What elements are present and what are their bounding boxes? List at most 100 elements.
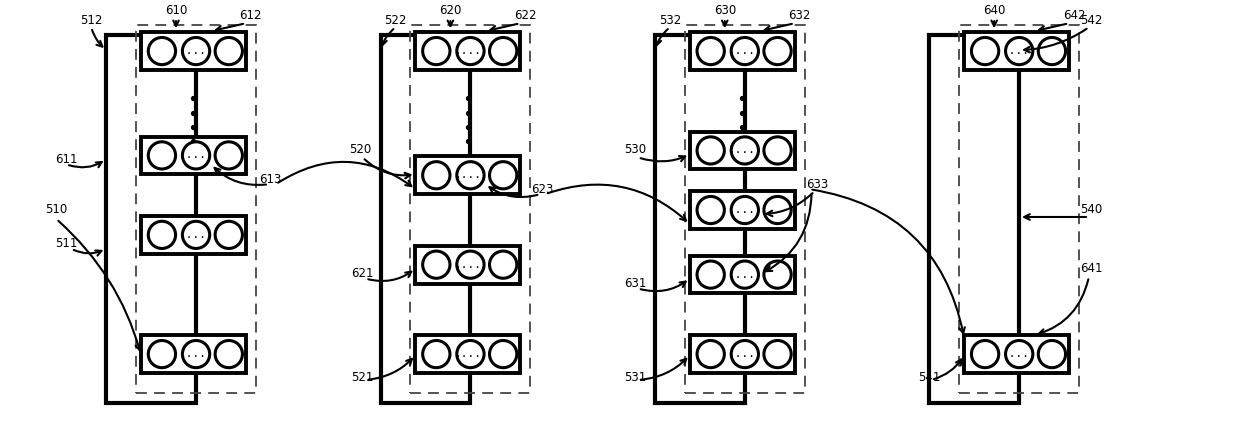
Text: 541: 541 bbox=[918, 372, 940, 384]
Bar bbox=[141, 136, 246, 174]
Circle shape bbox=[490, 37, 517, 65]
Bar bbox=[965, 335, 1069, 373]
Bar bbox=[929, 35, 1019, 403]
Circle shape bbox=[423, 251, 450, 278]
Circle shape bbox=[456, 251, 484, 278]
Circle shape bbox=[764, 196, 791, 224]
Text: 630: 630 bbox=[714, 4, 735, 17]
Bar bbox=[136, 25, 255, 393]
Circle shape bbox=[182, 37, 210, 65]
Text: 613: 613 bbox=[259, 173, 281, 186]
Text: 632: 632 bbox=[789, 9, 811, 22]
Text: ......: ...... bbox=[728, 269, 769, 280]
Circle shape bbox=[697, 196, 724, 224]
Bar bbox=[689, 132, 795, 169]
Text: ......: ...... bbox=[454, 260, 495, 270]
Bar bbox=[960, 25, 1079, 393]
Text: ......: ...... bbox=[728, 46, 769, 56]
Text: 522: 522 bbox=[384, 14, 407, 27]
Bar bbox=[107, 35, 196, 403]
Circle shape bbox=[215, 341, 243, 368]
Circle shape bbox=[182, 341, 210, 368]
Circle shape bbox=[182, 221, 210, 248]
Text: 520: 520 bbox=[350, 143, 372, 156]
Circle shape bbox=[697, 341, 724, 368]
Text: 510: 510 bbox=[45, 202, 67, 215]
Text: 532: 532 bbox=[658, 14, 681, 27]
Circle shape bbox=[732, 37, 759, 65]
Bar bbox=[689, 256, 795, 293]
Circle shape bbox=[971, 341, 998, 368]
Circle shape bbox=[149, 37, 176, 65]
Text: 641: 641 bbox=[1080, 262, 1102, 275]
Circle shape bbox=[490, 341, 517, 368]
Bar bbox=[141, 335, 246, 373]
Bar bbox=[381, 35, 470, 403]
Bar bbox=[141, 216, 246, 254]
Circle shape bbox=[215, 142, 243, 169]
Bar bbox=[415, 157, 521, 194]
Circle shape bbox=[149, 221, 176, 248]
Circle shape bbox=[423, 162, 450, 189]
Text: 521: 521 bbox=[351, 372, 373, 384]
Text: 640: 640 bbox=[983, 4, 1006, 17]
Bar bbox=[410, 25, 531, 393]
Circle shape bbox=[764, 341, 791, 368]
Circle shape bbox=[697, 137, 724, 164]
Text: ......: ...... bbox=[180, 349, 219, 359]
Text: 612: 612 bbox=[239, 9, 262, 22]
Text: 631: 631 bbox=[624, 277, 646, 290]
Circle shape bbox=[456, 341, 484, 368]
Circle shape bbox=[1038, 341, 1065, 368]
Circle shape bbox=[149, 341, 176, 368]
Bar bbox=[684, 25, 805, 393]
Text: 512: 512 bbox=[81, 14, 103, 27]
Bar bbox=[141, 32, 246, 70]
Circle shape bbox=[697, 37, 724, 65]
Text: 610: 610 bbox=[165, 4, 187, 17]
Circle shape bbox=[423, 341, 450, 368]
Circle shape bbox=[1006, 37, 1033, 65]
Circle shape bbox=[490, 251, 517, 278]
Circle shape bbox=[456, 37, 484, 65]
Text: ......: ...... bbox=[728, 349, 769, 359]
Bar bbox=[965, 32, 1069, 70]
Text: ......: ...... bbox=[454, 170, 495, 180]
Bar bbox=[689, 191, 795, 229]
Circle shape bbox=[764, 37, 791, 65]
Text: 623: 623 bbox=[531, 183, 553, 196]
Text: ......: ...... bbox=[454, 349, 495, 359]
Text: ......: ...... bbox=[180, 230, 219, 240]
Circle shape bbox=[1006, 341, 1033, 368]
Text: 621: 621 bbox=[351, 267, 373, 280]
Text: 611: 611 bbox=[55, 153, 77, 166]
Text: ......: ...... bbox=[180, 151, 219, 160]
Bar bbox=[689, 335, 795, 373]
Circle shape bbox=[215, 221, 243, 248]
Text: ......: ...... bbox=[1003, 349, 1043, 359]
Bar bbox=[655, 35, 745, 403]
Circle shape bbox=[732, 196, 759, 224]
Circle shape bbox=[764, 137, 791, 164]
Text: ......: ...... bbox=[1003, 46, 1043, 56]
Text: 620: 620 bbox=[439, 4, 461, 17]
Text: ......: ...... bbox=[180, 46, 219, 56]
Text: 540: 540 bbox=[1080, 202, 1102, 215]
Text: 633: 633 bbox=[806, 178, 828, 191]
Circle shape bbox=[732, 341, 759, 368]
Bar bbox=[415, 32, 521, 70]
Circle shape bbox=[149, 142, 176, 169]
Circle shape bbox=[1038, 37, 1065, 65]
Text: 511: 511 bbox=[55, 237, 77, 250]
Circle shape bbox=[732, 137, 759, 164]
Circle shape bbox=[697, 261, 724, 288]
Text: 622: 622 bbox=[513, 9, 537, 22]
Text: ......: ...... bbox=[454, 46, 495, 56]
Circle shape bbox=[423, 37, 450, 65]
Circle shape bbox=[182, 142, 210, 169]
Text: 531: 531 bbox=[624, 372, 646, 384]
Circle shape bbox=[971, 37, 998, 65]
Text: ......: ...... bbox=[728, 205, 769, 215]
Circle shape bbox=[490, 162, 517, 189]
Circle shape bbox=[215, 37, 243, 65]
